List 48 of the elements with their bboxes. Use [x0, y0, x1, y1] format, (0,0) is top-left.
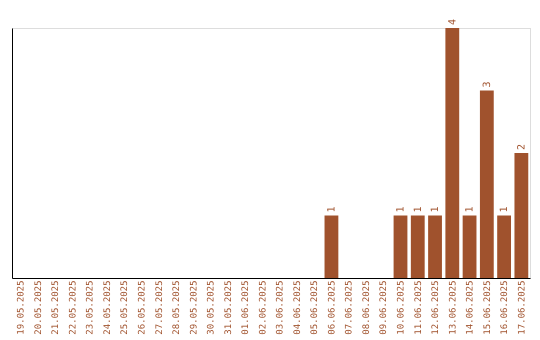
- data-label: 1: [464, 206, 476, 212]
- bar: [462, 216, 476, 278]
- x-tick-label: 16.06.2025: [500, 280, 510, 335]
- x-tick-label: 02.06.2025: [258, 280, 268, 335]
- x-tick-label: 03.06.2025: [276, 280, 286, 335]
- x-tick-label: 31.05.2025: [224, 280, 234, 335]
- x-tick-label: 10.06.2025: [396, 280, 406, 335]
- x-tick-label: 20.05.2025: [34, 280, 44, 335]
- x-tick-label: 30.05.2025: [206, 280, 217, 335]
- x-tick-label: 23.05.2025: [86, 280, 96, 335]
- x-tick-label: 28.05.2025: [172, 280, 182, 335]
- data-label: 1: [326, 206, 338, 212]
- x-tick-label: 12.06.2025: [431, 280, 442, 335]
- x-tick-label: 17.06.2025: [517, 280, 528, 335]
- bar: [324, 216, 338, 278]
- data-label: 2: [516, 144, 528, 150]
- data-label: 1: [430, 206, 442, 212]
- bar: [410, 216, 425, 278]
- data-label: 1: [412, 206, 424, 212]
- x-tick-label: 26.05.2025: [138, 280, 148, 335]
- x-tick-label: 11.06.2025: [414, 280, 424, 335]
- x-tick-label: 24.05.2025: [102, 280, 113, 335]
- bar: [497, 216, 512, 278]
- x-tick-label: 22.05.2025: [68, 280, 78, 335]
- bar: [480, 90, 494, 278]
- x-tick-label: 19.05.2025: [16, 280, 27, 335]
- x-tick-label: 09.06.2025: [379, 280, 390, 335]
- data-label: 4: [447, 18, 458, 25]
- x-tick-label: 21.05.2025: [51, 280, 62, 335]
- x-tick-label: 08.06.2025: [362, 280, 372, 335]
- x-tick-label: 01.06.2025: [241, 280, 252, 335]
- x-tick-label: 29.05.2025: [189, 280, 200, 335]
- x-tick-label: 04.06.2025: [292, 280, 303, 335]
- bar: [428, 216, 442, 278]
- data-label: 1: [396, 206, 406, 212]
- data-label: 1: [499, 206, 510, 212]
- bar: [394, 216, 408, 278]
- x-tick-label: 13.06.2025: [448, 280, 458, 335]
- bar: [445, 28, 460, 278]
- x-tick-label: 25.05.2025: [120, 280, 130, 335]
- x-tick-label: 06.06.2025: [327, 280, 338, 335]
- x-tick-label: 27.05.2025: [154, 280, 165, 335]
- data-label: 3: [482, 81, 493, 88]
- x-tick-label: 07.06.2025: [344, 280, 355, 335]
- x-tick-label: 05.06.2025: [310, 280, 320, 335]
- bar: [514, 153, 528, 278]
- x-tick-label: 15.06.2025: [482, 280, 493, 335]
- x-tick-label: 14.06.2025: [466, 280, 476, 335]
